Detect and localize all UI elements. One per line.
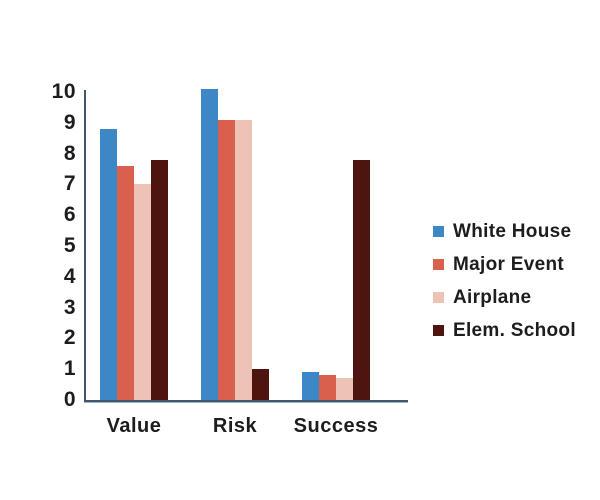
legend-label: Airplane: [453, 286, 532, 308]
y-tick-label-6: 6: [63, 203, 76, 227]
x-category-label-value: Value: [106, 415, 162, 437]
y-tick-label-7: 7: [63, 172, 76, 196]
x-axis-line: [84, 400, 408, 402]
y-axis-line: [84, 90, 86, 402]
bar-elem-school-value: [151, 160, 168, 400]
y-tick-label-2: 2: [63, 326, 76, 350]
y-tick-label-10: 10: [51, 80, 76, 103]
bar-airplane-risk: [235, 120, 252, 400]
legend-label: Major Event: [453, 253, 564, 275]
y-tick-label-1: 1: [63, 357, 76, 381]
bar-elem-school-success: [353, 160, 370, 400]
bar-elem-school-risk: [252, 369, 269, 400]
x-category-label-risk: Risk: [212, 415, 258, 437]
bar-airplane-value: [134, 184, 151, 400]
legend-swatch-icon: [433, 226, 444, 237]
legend-item-major-event: Major Event: [433, 248, 576, 281]
legend-item-elem-school: Elem. School: [433, 314, 576, 347]
legend-label: White House: [453, 220, 572, 242]
bar-white-house-risk: [201, 89, 218, 400]
bar-white-house-value: [100, 129, 117, 400]
legend-item-airplane: Airplane: [433, 281, 576, 314]
bar-major-event-risk: [218, 120, 235, 400]
bar-white-house-success: [302, 372, 319, 400]
y-tick-label-4: 4: [63, 264, 76, 288]
bar-major-event-value: [117, 166, 134, 400]
y-tick-label-8: 8: [63, 141, 76, 165]
legend-swatch-icon: [433, 292, 444, 303]
legend-swatch-icon: [433, 259, 444, 270]
legend-swatch-icon: [433, 325, 444, 336]
legend: White House Major Event Airplane Elem. Scho…: [433, 215, 576, 347]
y-tick-label-0: 0: [63, 388, 76, 411]
legend-label: Elem. School: [453, 319, 576, 341]
x-category-label-success: Success: [293, 415, 379, 437]
y-tick-label-3: 3: [63, 295, 76, 319]
bar-airplane-success: [336, 378, 353, 400]
legend-item-white-house: White House: [433, 215, 576, 248]
y-tick-label-5: 5: [63, 234, 76, 257]
y-tick-label-9: 9: [63, 110, 76, 134]
bar-major-event-success: [319, 375, 336, 400]
